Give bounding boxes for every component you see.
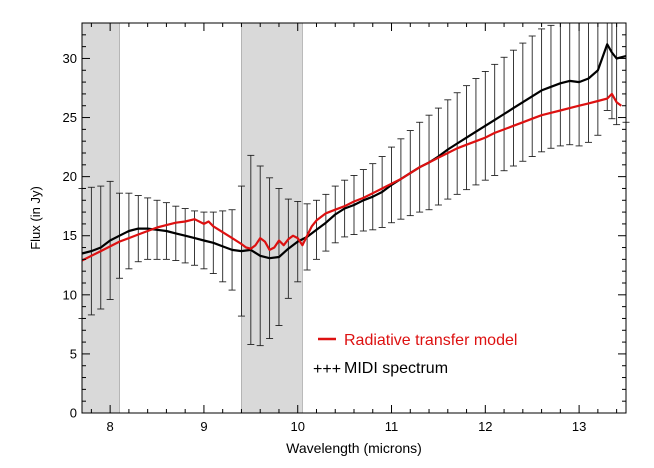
y-tick-label: 30	[63, 51, 77, 66]
error-bar	[594, 23, 602, 136]
error-bar	[584, 23, 592, 143]
shaded-region-2	[241, 22, 303, 414]
y-axis-label: Flux (in Jy)	[28, 186, 43, 250]
y-tick-label: 15	[63, 228, 77, 243]
y-tick-label: 20	[63, 169, 77, 184]
error-bar	[608, 23, 616, 120]
x-axis-label: Wavelength (microns)	[286, 440, 422, 456]
shaded-regions	[81, 22, 303, 414]
y-tick-label: 0	[70, 406, 77, 421]
y-tick-label: 5	[70, 346, 77, 361]
y-tick-label: 25	[63, 110, 77, 125]
x-tick-label: 10	[290, 419, 304, 434]
error-bar	[566, 23, 574, 146]
legend-label-midi-spectrum: MIDI spectrum	[344, 360, 448, 377]
error-bar	[603, 23, 611, 111]
legend-label-radiative-transfer-model: Radiative transfer model	[344, 332, 517, 349]
series-line-radiative-transfer-model	[81, 92, 622, 262]
x-axis-ticks: 8 9 10 11 12 13	[90, 23, 618, 434]
x-tick-label: 9	[200, 419, 207, 434]
error-bar	[613, 23, 621, 126]
legend: Radiative transfer model +++ MIDI spectr…	[313, 332, 517, 378]
series-line-midi-spectrum	[81, 43, 627, 260]
error-bars	[78, 23, 630, 347]
x-tick-label: 11	[385, 419, 399, 434]
error-bar	[575, 23, 583, 147]
legend-swatch-midi-spectrum: +++	[313, 361, 341, 378]
x-tick-label: 12	[478, 419, 492, 434]
x-tick-label: 8	[107, 419, 114, 434]
y-axis-ticks: 0 5 10 15 20 25 30	[63, 22, 626, 421]
x-tick-label: 13	[572, 419, 586, 434]
y-tick-label: 10	[63, 287, 77, 302]
